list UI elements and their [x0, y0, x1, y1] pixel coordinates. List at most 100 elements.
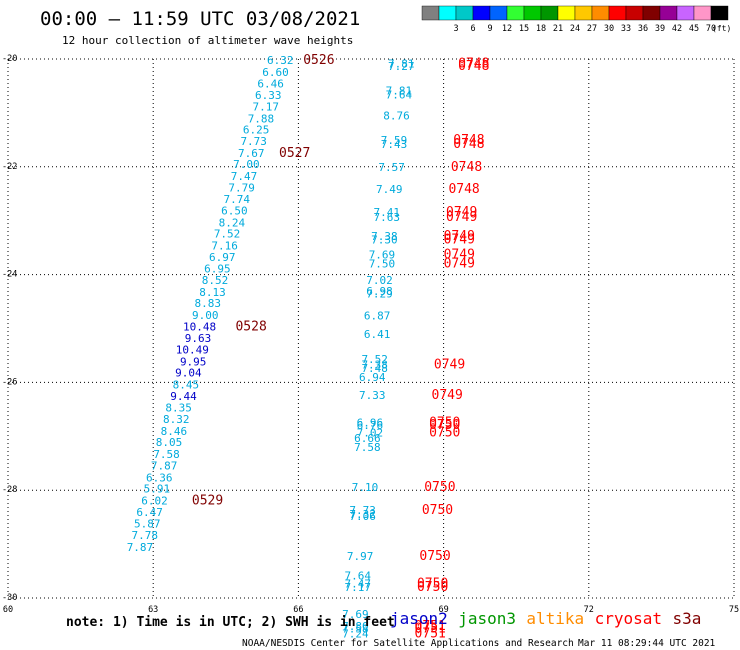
- legend-tick-label: 9: [487, 24, 492, 34]
- wave-height-value: 7.52: [361, 353, 388, 366]
- x-tick-label: 75: [729, 605, 739, 615]
- wave-height-value: 7.17: [253, 100, 280, 113]
- wave-height-value: 7.16: [211, 239, 238, 252]
- pass-time-label: 0748: [451, 160, 482, 175]
- legend-tick-label: 70: [706, 24, 716, 34]
- legend-tick-label: 15: [519, 24, 529, 34]
- x-tick-label: 63: [148, 605, 158, 615]
- legend-swatch: [659, 5, 678, 21]
- wave-height-value: 7.29: [366, 287, 393, 300]
- x-tick-label: 66: [293, 605, 303, 615]
- wave-height-value: 9.04: [175, 367, 202, 380]
- wave-height-value: 7.38: [361, 359, 388, 372]
- wave-height-value: 8.83: [194, 297, 221, 310]
- wave-height-value: 6.97: [209, 251, 236, 264]
- wave-height-value: 6.96: [357, 416, 384, 429]
- legend-tick-label: 45: [689, 24, 699, 34]
- wave-height-value: 8.32: [163, 413, 190, 426]
- pass-time-label: 0749: [444, 229, 475, 244]
- wave-height-value: 6.94: [359, 371, 386, 384]
- track-b-times: 0748074807480748074807480749074907490749…: [415, 56, 490, 641]
- wave-height-value: 6.50: [221, 204, 248, 217]
- legend-tick-label: 24: [570, 24, 580, 34]
- wave-height-value: 7.59: [381, 134, 408, 147]
- pass-time-label: 0750: [429, 418, 460, 433]
- wave-height-value: 7.69: [342, 608, 369, 621]
- pass-time-label: 0529: [192, 493, 223, 508]
- legend-tick-label: 33: [621, 24, 631, 34]
- legend-swatch: [676, 5, 695, 21]
- wave-height-value: 6.76: [357, 419, 384, 432]
- legend-swatch: [540, 5, 559, 21]
- legend-swatch: [574, 5, 593, 21]
- wave-height-value: 7.97: [347, 550, 374, 563]
- plot-area: 60 63 66 69 72 75-20-22-24-26-28-30 6.326.606…: [2, 53, 739, 641]
- legend-tick-label: 39: [655, 24, 665, 34]
- wave-height-value: 6.87: [364, 310, 391, 323]
- legend-swatch: [489, 5, 508, 21]
- satellite-name-s3a: s3a: [673, 609, 702, 628]
- pass-time-label: 0750: [422, 503, 453, 518]
- pass-time-label: 0527: [279, 146, 310, 161]
- wave-height-value: 7.63: [374, 211, 401, 224]
- wave-height-value: 5.87: [134, 518, 161, 531]
- wave-height-value: 7.48: [361, 362, 388, 375]
- legend-swatch: [608, 5, 627, 21]
- wave-height-value: 7.33: [359, 389, 386, 402]
- wave-height-value: 6.32: [267, 54, 294, 67]
- wave-height-value: 8.05: [156, 436, 183, 449]
- wave-height-value: 7.73: [349, 504, 376, 517]
- legend-swatch: [455, 5, 474, 21]
- legend-swatch: [438, 5, 457, 21]
- wave-height-value: 7.24: [342, 628, 369, 641]
- pass-time-label: 0749: [446, 210, 477, 225]
- wave-height-value: 7.69: [369, 249, 396, 262]
- wave-height-value: 7.47: [231, 170, 258, 183]
- page-title: 00:00 – 11:59 UTC 03/08/2021: [40, 8, 360, 30]
- pass-time-label: 0750: [429, 426, 460, 441]
- legend-tick-label: 18: [536, 24, 546, 34]
- wave-height-value: 7.81: [386, 84, 413, 97]
- satellite-legend: jason2 jason3 altika cryosat s3a: [390, 609, 701, 628]
- footer-credit: NOAA/NESDIS Center for Satellite Applica…: [242, 638, 574, 649]
- wave-height-value: 10.49: [176, 344, 209, 357]
- pass-time-label: 0748: [458, 56, 489, 71]
- legend-tick-label: 36: [638, 24, 648, 34]
- wave-height-value: 6.66: [354, 432, 381, 445]
- wave-height-value: 6.36: [146, 471, 173, 484]
- legend-tick-label: 27: [587, 24, 597, 34]
- wave-height-value: 7.30: [371, 234, 398, 247]
- legend-tick-label: 3: [453, 24, 458, 34]
- wave-height-value: 7.64: [345, 569, 372, 582]
- wave-height-value: 7.00: [233, 158, 260, 171]
- legend-tick-label: 12: [502, 24, 512, 34]
- pass-time-label: 0749: [444, 233, 475, 248]
- pass-time-label: 0751: [415, 619, 446, 634]
- wave-height-value: 7.64: [386, 89, 413, 102]
- wave-height-value: 6.47: [136, 506, 163, 519]
- wave-height-value: 7.41: [374, 206, 401, 219]
- y-tick-label: -24: [2, 270, 17, 280]
- wave-height-value: 6.98: [366, 285, 393, 298]
- legend-swatch: [557, 5, 576, 21]
- footer-timestamp: Mar 11 08:29:44 UTC 2021: [578, 638, 716, 649]
- legend-tick-label: 21: [553, 24, 563, 34]
- x-tick-label: 60: [3, 605, 13, 615]
- pass-time-label: 0750: [417, 580, 448, 595]
- pass-time-label: 0748: [453, 137, 484, 152]
- wave-height-value: 7.81: [388, 57, 415, 70]
- legend-swatch: [625, 5, 644, 21]
- track-a-values: 6.326.606.466.337.177.886.257.737.677.00…: [127, 54, 294, 554]
- pass-time-label: 0748: [453, 133, 484, 148]
- wave-height-value: 8.46: [161, 425, 188, 438]
- legend-swatch: [710, 5, 729, 21]
- wave-height-value: 7.32: [349, 508, 376, 521]
- wave-height-value: 7.52: [214, 228, 241, 241]
- wave-height-value: 7.17: [345, 581, 372, 594]
- legend-tick-label: 42: [672, 24, 682, 34]
- wave-height-value: 8.45: [173, 379, 200, 392]
- wave-height-value: 8.52: [202, 274, 229, 287]
- legend-tick-label: 6: [470, 24, 475, 34]
- wave-height-value: 7.27: [388, 60, 415, 73]
- wave-height-value: 7.06: [349, 510, 376, 523]
